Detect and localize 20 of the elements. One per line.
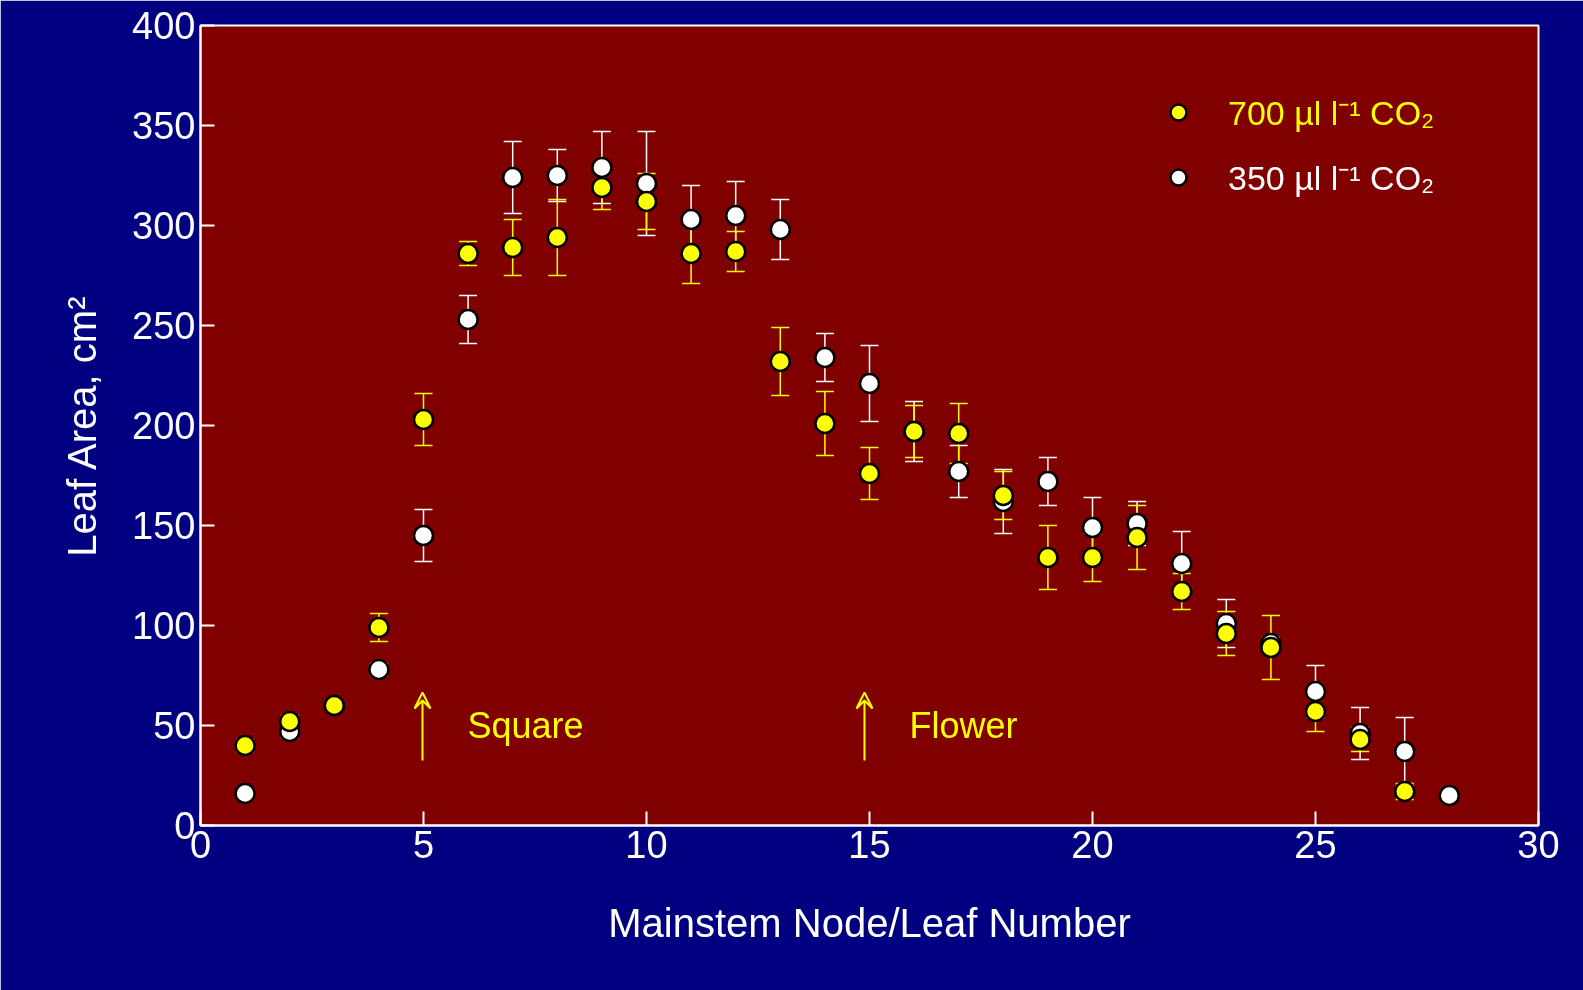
y-tick-label: 100 [132,605,196,647]
y-tick-label: 200 [132,405,196,447]
y-tick-label: 350 [132,105,196,147]
y-tick-label: 400 [132,5,196,47]
y-tick-label: 150 [132,505,196,547]
legend-label: 700 µl l⁻¹ CO₂ [1228,93,1435,134]
annotation: Square [467,705,584,746]
y-tick-label: 300 [132,205,196,247]
x-tick-label: 30 [1517,823,1560,866]
x-axis-title: Mainstem Node/Leaf Number [608,900,1131,945]
x-tick-label: 20 [1071,823,1114,866]
x-tick-label: 25 [1294,823,1337,866]
x-tick-label: 15 [848,823,891,866]
annotation: Flower [909,705,1018,746]
y-tick-label: 50 [153,705,196,747]
x-tick-label: 5 [412,823,435,866]
legend-label: 350 µl l⁻¹ CO₂ [1228,158,1435,199]
y-tick-label: 250 [132,305,196,347]
x-tick-label: 10 [625,823,668,866]
y-axis-title: Leaf Area, cm² [60,296,105,557]
